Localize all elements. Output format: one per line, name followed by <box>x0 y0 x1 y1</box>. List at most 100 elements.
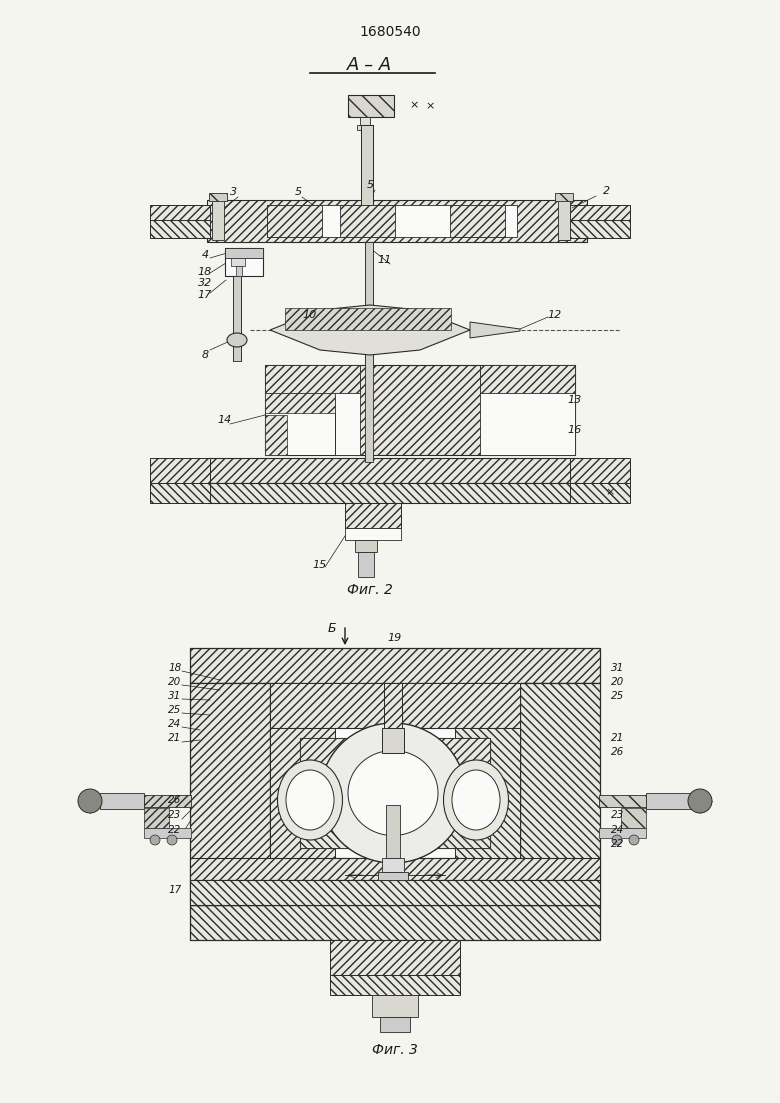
Bar <box>520 683 600 904</box>
Bar <box>270 683 520 728</box>
Circle shape <box>78 789 102 813</box>
Bar <box>209 193 227 201</box>
Text: ×: × <box>410 100 419 110</box>
Bar <box>190 647 600 683</box>
Bar <box>358 552 374 577</box>
Text: 24: 24 <box>168 719 182 729</box>
Bar <box>212 200 224 240</box>
Text: 5: 5 <box>367 180 374 190</box>
Bar <box>300 818 490 848</box>
Bar <box>570 205 630 223</box>
Text: 18: 18 <box>198 267 212 277</box>
Bar <box>225 248 263 276</box>
Bar <box>150 483 210 503</box>
Text: 2: 2 <box>604 186 611 196</box>
Ellipse shape <box>286 770 334 829</box>
Bar <box>380 1017 410 1032</box>
Bar <box>480 365 575 456</box>
Bar <box>455 728 520 858</box>
Text: 15: 15 <box>313 560 327 570</box>
Text: 3: 3 <box>230 188 238 197</box>
Bar <box>190 904 600 940</box>
Bar <box>231 258 245 266</box>
Text: 12: 12 <box>548 310 562 320</box>
Bar <box>265 365 360 456</box>
Bar <box>285 308 451 330</box>
Bar <box>265 365 575 456</box>
Circle shape <box>167 835 177 845</box>
Text: Фиг. 3: Фиг. 3 <box>372 1043 418 1057</box>
Bar <box>570 483 630 503</box>
Bar <box>100 793 144 808</box>
Circle shape <box>612 835 622 845</box>
Bar <box>265 365 360 393</box>
Text: 25: 25 <box>168 705 182 715</box>
Text: 20: 20 <box>168 677 182 687</box>
Bar <box>300 738 342 848</box>
Bar <box>144 828 191 838</box>
Text: 24: 24 <box>612 825 625 835</box>
Bar <box>236 266 242 276</box>
Bar <box>348 95 394 117</box>
Bar <box>646 793 690 808</box>
Ellipse shape <box>227 333 247 347</box>
Text: 10: 10 <box>303 310 317 320</box>
Text: 17: 17 <box>198 290 212 300</box>
Bar <box>267 205 517 237</box>
Bar <box>372 995 418 1017</box>
Bar <box>265 393 335 456</box>
Bar <box>233 276 241 361</box>
Bar <box>599 795 646 807</box>
Bar <box>384 683 402 728</box>
Text: 11: 11 <box>378 255 392 265</box>
Text: 4: 4 <box>201 250 208 260</box>
Text: 5: 5 <box>294 188 302 197</box>
Bar <box>621 808 646 828</box>
Text: 14: 14 <box>218 415 232 425</box>
Text: 31: 31 <box>168 690 182 702</box>
Bar <box>357 125 373 130</box>
Bar <box>207 483 582 503</box>
Bar <box>150 458 210 483</box>
Text: 18: 18 <box>168 663 182 673</box>
Bar <box>330 975 460 995</box>
Bar <box>448 738 490 848</box>
Bar <box>558 200 570 240</box>
Bar <box>144 795 191 807</box>
Bar <box>300 738 490 768</box>
Text: 21: 21 <box>612 733 625 743</box>
Ellipse shape <box>278 760 342 840</box>
Bar <box>270 728 335 858</box>
Text: 26: 26 <box>168 795 182 805</box>
Bar <box>345 503 401 528</box>
Text: 20: 20 <box>612 677 625 687</box>
Bar <box>340 205 395 237</box>
Text: 17: 17 <box>168 885 182 895</box>
Bar <box>150 205 210 223</box>
Text: 23: 23 <box>168 810 182 820</box>
Text: Фиг. 2: Фиг. 2 <box>347 583 393 597</box>
Bar <box>386 805 400 858</box>
Text: 21: 21 <box>168 733 182 743</box>
Bar <box>265 415 287 456</box>
Text: 13: 13 <box>568 395 582 405</box>
Bar <box>190 858 600 880</box>
Text: 16: 16 <box>568 425 582 435</box>
Text: 19: 19 <box>388 633 402 643</box>
Bar <box>570 219 630 238</box>
Text: 25: 25 <box>612 690 625 702</box>
Text: 22: 22 <box>168 825 182 835</box>
Ellipse shape <box>321 722 466 863</box>
Text: 8: 8 <box>201 350 208 360</box>
Bar <box>382 728 404 753</box>
Bar <box>555 193 573 201</box>
Bar <box>365 242 373 462</box>
Bar <box>382 858 404 872</box>
Bar <box>190 683 270 904</box>
Text: 1680540: 1680540 <box>359 25 421 39</box>
Ellipse shape <box>444 760 509 840</box>
Bar <box>270 728 520 858</box>
Circle shape <box>629 835 639 845</box>
Bar <box>150 219 210 238</box>
Text: 26: 26 <box>612 747 625 757</box>
